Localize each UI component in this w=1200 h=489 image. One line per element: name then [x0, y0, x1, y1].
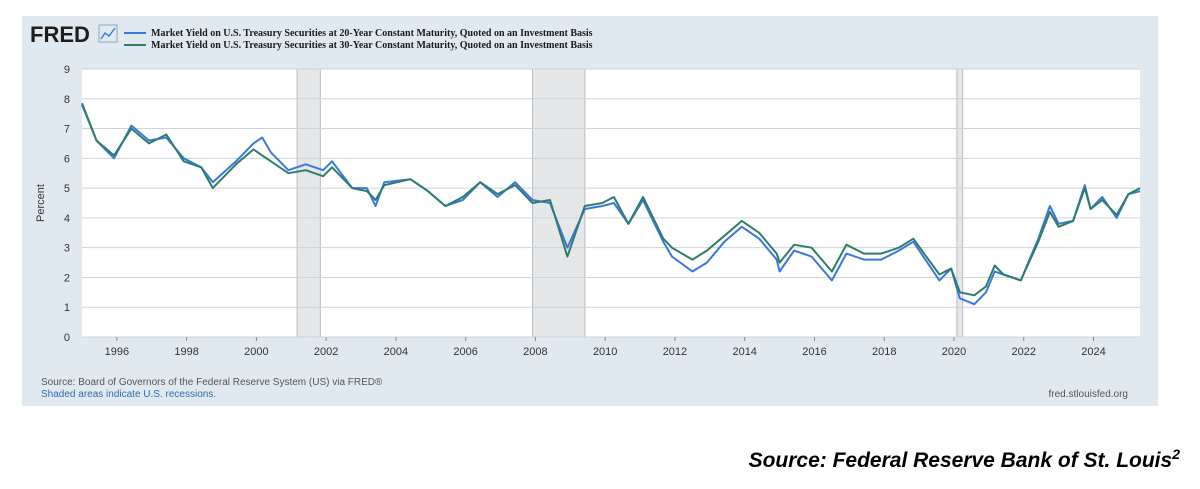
y-axis-label: Percent	[35, 184, 47, 222]
y-tick-label-5: 5	[64, 183, 70, 195]
y-tick-label-1: 1	[64, 302, 70, 314]
recession-shading	[296, 69, 964, 337]
recession-note[interactable]: Shaded areas indicate U.S. recessions.	[41, 389, 216, 400]
source-caption: Source: Federal Reserve Bank of St. Loui…	[749, 446, 1180, 473]
y-tick-label-4: 4	[64, 213, 70, 225]
x-tick-label-2008: 2008	[523, 346, 547, 358]
fred-logo[interactable]: FRED	[30, 22, 90, 47]
series-line-30y	[81, 102, 1141, 297]
legend-label-30y: Market Yield on U.S. Treasury Securities…	[151, 40, 593, 51]
fred-site-link[interactable]: fred.stlouisfed.org	[1049, 389, 1129, 400]
x-tick-label-1998: 1998	[174, 346, 198, 358]
legend: Market Yield on U.S. Treasury Securities…	[124, 28, 593, 51]
x-tick-label-2024: 2024	[1081, 346, 1105, 358]
x-tick-label-1996: 1996	[105, 346, 129, 358]
gridlines	[82, 68, 1140, 338]
x-tick-label-2006: 2006	[453, 346, 477, 358]
x-tick-label-2020: 2020	[942, 346, 966, 358]
x-tick-label-2012: 2012	[663, 346, 687, 358]
y-tick-label-3: 3	[64, 243, 70, 255]
source-line: Source: Board of Governors of the Federa…	[41, 377, 383, 388]
x-tick-label-2014: 2014	[732, 346, 756, 358]
chart-canvas: FRED Market Yield on U.S. Treasury Secur…	[30, 22, 1141, 400]
y-tick-label-9: 9	[64, 64, 70, 76]
series-lines	[81, 102, 1141, 306]
x-tick-label-2004: 2004	[384, 346, 408, 358]
x-tick-label-2018: 2018	[872, 346, 896, 358]
chart-line-icon	[98, 24, 118, 43]
legend-label-20y: Market Yield on U.S. Treasury Securities…	[151, 28, 593, 39]
y-tick-label-0: 0	[64, 332, 70, 344]
x-axis-ticks: 1996 1998 2000 2002 2004 2006 2008 2010 2012 2014…	[105, 337, 1106, 358]
recession-band-0	[297, 69, 321, 337]
x-tick-label-2016: 2016	[802, 346, 826, 358]
y-tick-label-7: 7	[64, 124, 70, 136]
y-tick-label-8: 8	[64, 94, 70, 106]
series-line-20y	[81, 104, 1141, 306]
recession-band-2	[956, 69, 963, 337]
y-tick-label-6: 6	[64, 153, 70, 165]
x-tick-label-2022: 2022	[1011, 346, 1035, 358]
x-tick-label-2002: 2002	[314, 346, 338, 358]
y-tick-label-2: 2	[64, 272, 70, 284]
source-caption-text: Source: Federal Reserve Bank of St. Loui…	[748, 449, 1173, 472]
x-tick-label-2010: 2010	[593, 346, 617, 358]
fred-chart-panel: FRED Market Yield on U.S. Treasury Secur…	[22, 16, 1158, 406]
source-caption-footnote: 2	[1172, 446, 1180, 462]
x-tick-label-2000: 2000	[244, 346, 268, 358]
y-axis-ticks: 0 1 2 3 4 5 6 7 8 9	[64, 64, 70, 344]
recession-band-1	[532, 69, 585, 337]
